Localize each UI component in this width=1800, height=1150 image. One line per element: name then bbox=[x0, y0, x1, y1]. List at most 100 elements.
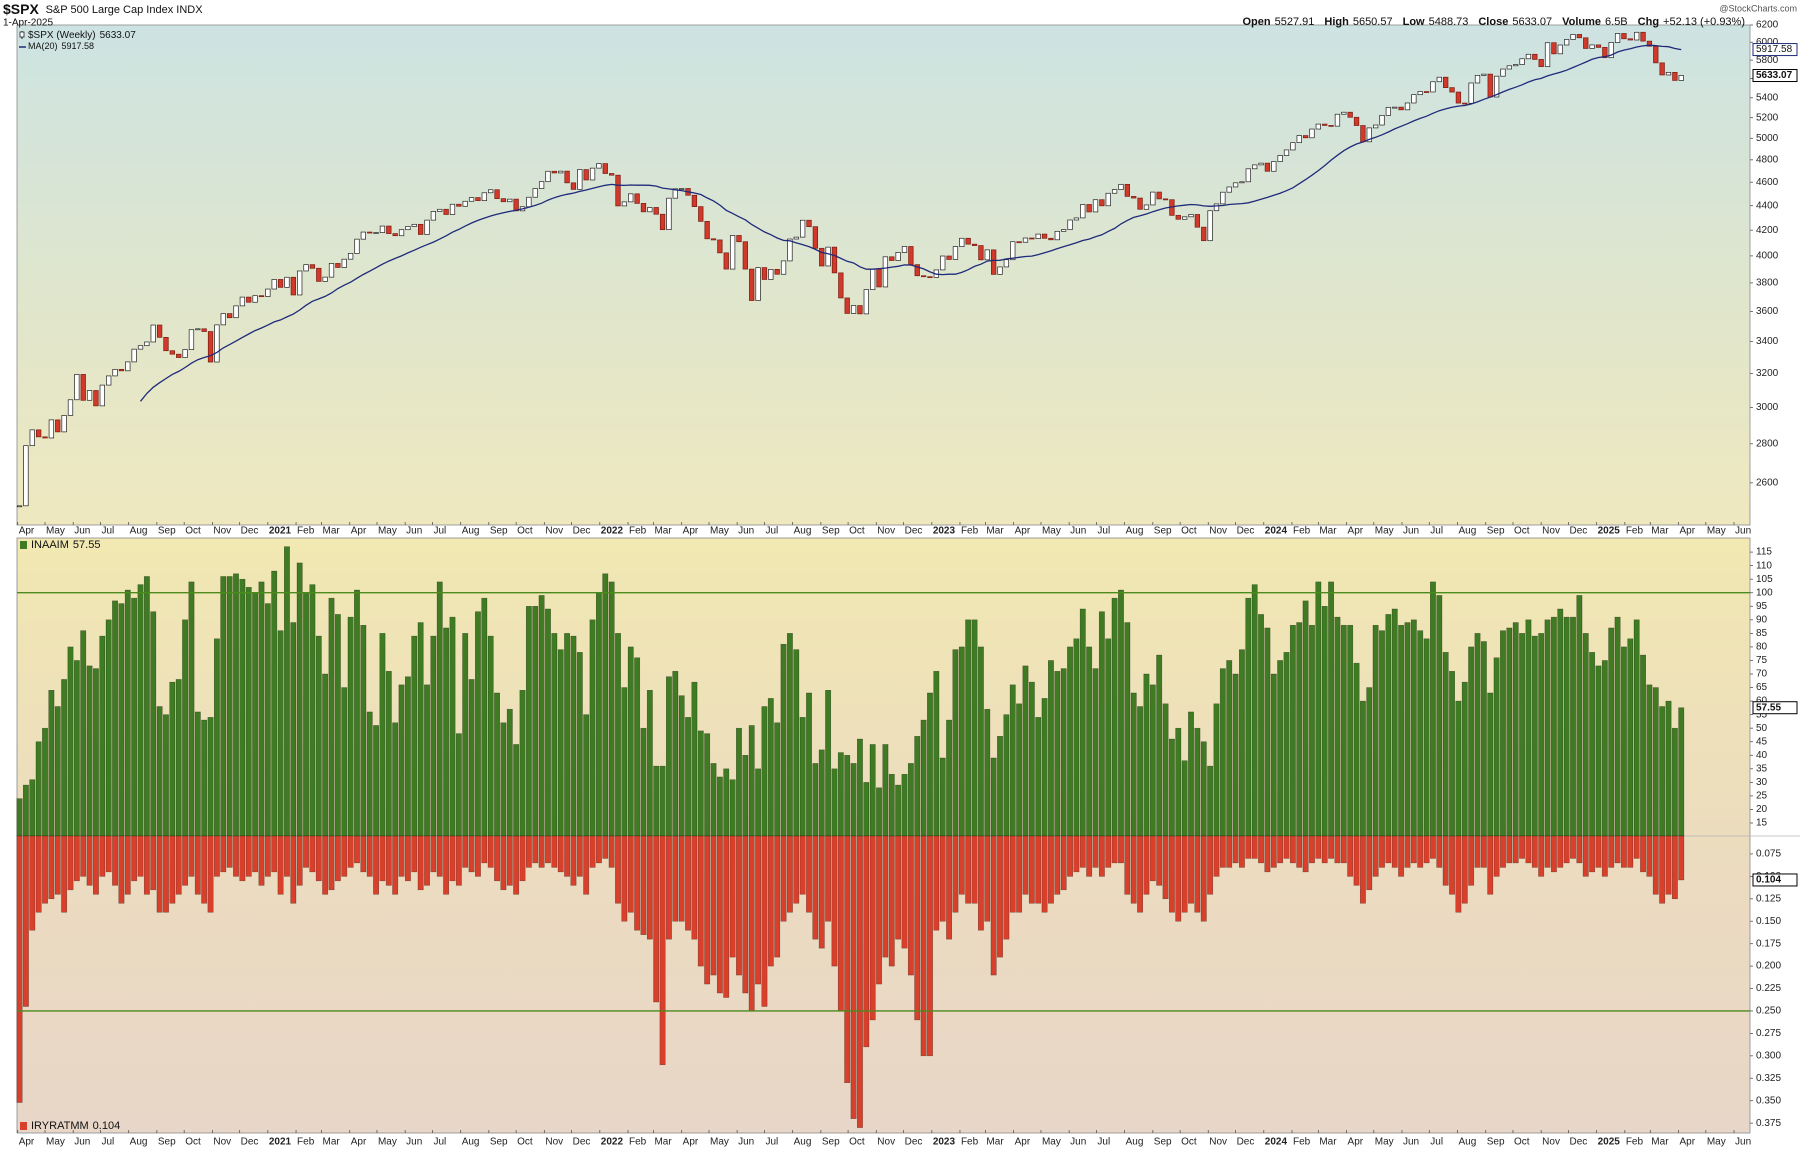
candle bbox=[16, 505, 23, 508]
candle bbox=[1290, 142, 1296, 151]
bar bbox=[392, 722, 399, 837]
bar bbox=[1665, 700, 1672, 837]
bar bbox=[640, 835, 647, 935]
bar bbox=[895, 784, 902, 837]
bar bbox=[1423, 638, 1430, 837]
bar bbox=[1480, 641, 1487, 837]
candle bbox=[1659, 62, 1665, 76]
bar bbox=[1054, 835, 1061, 895]
candle bbox=[920, 275, 927, 278]
bar bbox=[303, 835, 309, 868]
y-tick-label: 75 bbox=[1756, 655, 1768, 666]
bar bbox=[118, 603, 125, 837]
bar bbox=[1487, 835, 1494, 895]
bar bbox=[1449, 671, 1455, 837]
bar bbox=[1353, 662, 1360, 837]
y-tick-label: 3600 bbox=[1756, 306, 1779, 317]
x-tick-label: Jul bbox=[1430, 526, 1443, 537]
candle bbox=[284, 276, 290, 288]
x-tick-label: May bbox=[710, 1137, 729, 1148]
candle bbox=[1449, 87, 1455, 93]
y-tick-label: 70 bbox=[1756, 669, 1768, 680]
candle bbox=[895, 252, 901, 261]
bar bbox=[309, 584, 316, 837]
candle bbox=[1092, 199, 1099, 213]
legend-entry: $SPX (Weekly) 5633.07 bbox=[28, 30, 136, 41]
x-tick-label: Oct bbox=[517, 1137, 533, 1148]
bar bbox=[1410, 835, 1417, 864]
bar bbox=[1404, 622, 1411, 837]
bar bbox=[347, 616, 354, 837]
bar bbox=[729, 835, 736, 958]
candle bbox=[831, 246, 838, 274]
y-tick-label: 30 bbox=[1756, 777, 1768, 788]
bar bbox=[901, 835, 908, 949]
bar bbox=[233, 573, 239, 837]
bar bbox=[1608, 835, 1615, 868]
bar bbox=[1321, 835, 1328, 864]
candle bbox=[1417, 91, 1423, 96]
candle bbox=[710, 238, 717, 241]
x-tick-label: Aug bbox=[462, 526, 480, 537]
quote-label: Volume bbox=[1562, 16, 1601, 28]
candle bbox=[1525, 53, 1532, 60]
bar bbox=[245, 835, 252, 877]
candle bbox=[959, 237, 965, 247]
candle bbox=[1201, 226, 1207, 242]
bar bbox=[621, 687, 628, 837]
candle bbox=[1583, 37, 1589, 49]
bar bbox=[239, 578, 246, 837]
bar bbox=[1570, 835, 1576, 859]
legend-label: $SPX (Weekly) bbox=[28, 30, 96, 41]
bar bbox=[1589, 835, 1596, 873]
bar bbox=[595, 835, 602, 864]
candle bbox=[1519, 58, 1525, 65]
bar bbox=[1493, 657, 1500, 837]
bar bbox=[869, 744, 876, 837]
candle bbox=[742, 241, 748, 270]
bar bbox=[1550, 616, 1557, 837]
candle bbox=[360, 231, 366, 240]
bar bbox=[1430, 581, 1436, 837]
x-tick-label: Sep bbox=[1487, 526, 1505, 537]
bar bbox=[500, 722, 507, 837]
bar bbox=[952, 835, 959, 913]
bar bbox=[1500, 630, 1506, 837]
candle bbox=[1443, 76, 1449, 88]
bar bbox=[398, 684, 405, 837]
x-tick-label: Apr bbox=[1015, 526, 1031, 537]
candle bbox=[1576, 34, 1583, 39]
y-tick-label: 3000 bbox=[1756, 402, 1779, 413]
candle bbox=[1379, 114, 1385, 126]
bar bbox=[666, 835, 672, 940]
legend-value: 57.55 bbox=[73, 539, 101, 551]
bar bbox=[462, 835, 469, 868]
x-tick-label: Nov bbox=[213, 1137, 231, 1148]
y-tick-label: 65 bbox=[1756, 682, 1768, 693]
candle bbox=[1194, 214, 1201, 228]
candle bbox=[265, 288, 271, 297]
candle bbox=[609, 173, 615, 176]
bar bbox=[806, 692, 812, 837]
bar bbox=[1232, 673, 1239, 837]
x-tick-label: Apr bbox=[19, 526, 35, 537]
candle bbox=[347, 253, 354, 260]
bar bbox=[1245, 597, 1252, 837]
x-tick-label: May bbox=[1042, 1137, 1061, 1148]
bar bbox=[774, 835, 781, 958]
bar bbox=[1232, 835, 1239, 864]
bar bbox=[137, 584, 144, 837]
x-tick-label: Jun bbox=[1735, 526, 1751, 537]
x-tick-label: Dec bbox=[241, 526, 259, 537]
bar bbox=[1130, 835, 1137, 904]
candle bbox=[1309, 128, 1315, 139]
bar bbox=[1633, 835, 1640, 859]
candle bbox=[863, 289, 869, 315]
bar bbox=[424, 835, 430, 886]
candle bbox=[386, 225, 392, 234]
candle bbox=[1353, 116, 1360, 126]
candle bbox=[723, 252, 729, 270]
x-tick-label: Jul bbox=[101, 1137, 114, 1148]
bar bbox=[1646, 835, 1653, 877]
bar bbox=[315, 635, 322, 837]
